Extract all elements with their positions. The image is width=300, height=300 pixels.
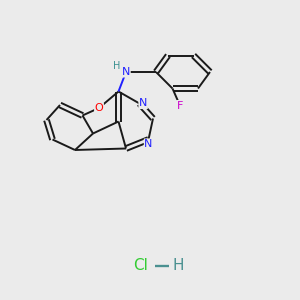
Text: N: N	[122, 67, 130, 77]
Text: N: N	[144, 139, 153, 149]
Text: N: N	[139, 98, 147, 109]
Text: F: F	[177, 100, 183, 111]
Text: H: H	[173, 258, 184, 273]
Text: O: O	[94, 103, 103, 113]
Text: H: H	[113, 61, 121, 71]
Text: F: F	[177, 100, 183, 111]
Text: Cl: Cl	[134, 258, 148, 273]
